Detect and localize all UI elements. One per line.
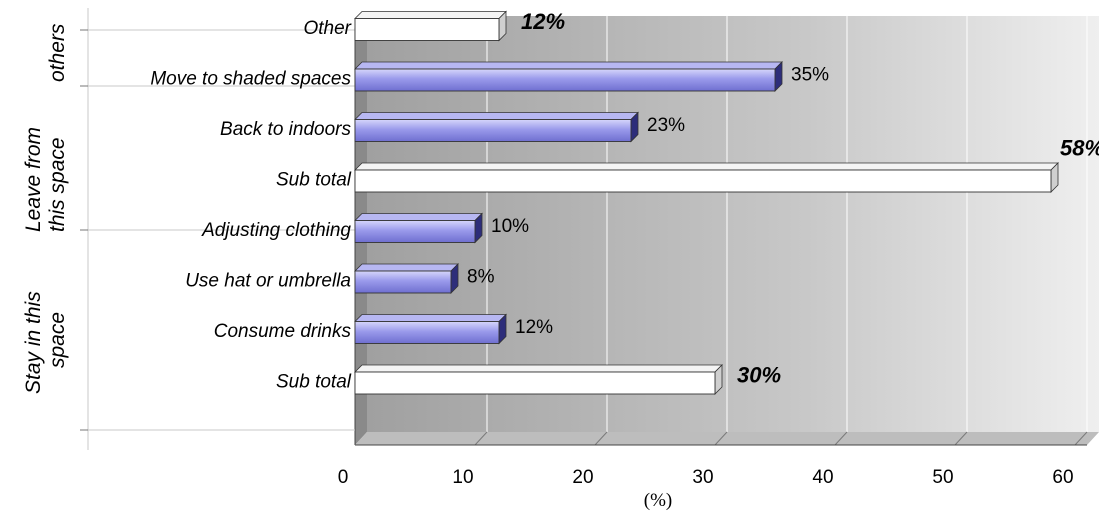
bar-top [354, 112, 639, 120]
bar [354, 119, 632, 142]
x-tick-label: 30 [692, 467, 713, 488]
bar [354, 371, 716, 395]
floor-gridline [834, 431, 848, 446]
floor-gridline [714, 431, 728, 446]
floor-gridline [1074, 431, 1088, 446]
bar-top [354, 314, 507, 322]
x-tick-label: 50 [932, 467, 953, 488]
labels: 0 10 20 30 40 50 60 (%) Other 12% Move to shaded s… [22, 9, 1099, 511]
bar-top [354, 11, 507, 19]
bar-top [354, 213, 483, 221]
bar [354, 220, 476, 243]
bar [354, 321, 500, 344]
axes [80, 8, 1087, 450]
value-label: 12% [515, 317, 553, 338]
bar [354, 270, 452, 294]
floor-gridline [474, 431, 488, 446]
value-label: 12% [521, 9, 565, 34]
value-label: 10% [491, 216, 529, 237]
bar [354, 68, 776, 92]
category-label: Sub total [276, 170, 352, 191]
value-label: 58% [1060, 136, 1099, 161]
x-tick-label: 10 [452, 467, 473, 488]
category-label: Use hat or umbrella [185, 271, 351, 292]
bar-top [354, 364, 723, 373]
category-label: Move to shaded spaces [150, 69, 351, 90]
value-label: 30% [737, 363, 781, 388]
bars [354, 10, 1059, 395]
x-tick-label: 0 [338, 467, 349, 488]
category-label: Sub total [276, 372, 352, 393]
value-label: 8% [467, 267, 495, 288]
x-tick-label: 20 [572, 467, 593, 488]
bar [354, 169, 1052, 193]
bar-top [354, 263, 459, 272]
x-axis-label: (%) [644, 490, 672, 511]
group-label-others: others [46, 23, 69, 82]
category-label: Back to indoors [220, 119, 351, 140]
category-label: Adjusting clothing [201, 220, 351, 241]
bar-top [354, 61, 783, 70]
value-label: 35% [791, 65, 829, 86]
floor-gridline [954, 431, 968, 446]
bar [354, 18, 500, 41]
value-label: 23% [647, 115, 685, 136]
category-label: Other [303, 18, 351, 39]
plot-floor [355, 432, 1099, 445]
group-label-leave: Leave fromthis space [22, 127, 69, 232]
category-label: Consume drinks [214, 321, 352, 342]
floor-gridline [594, 431, 608, 446]
bar-top [354, 162, 1059, 171]
x-tick-label: 40 [812, 467, 833, 488]
x-tick-label: 60 [1052, 467, 1073, 488]
group-label-stay: Stay in thisspace [22, 291, 69, 394]
